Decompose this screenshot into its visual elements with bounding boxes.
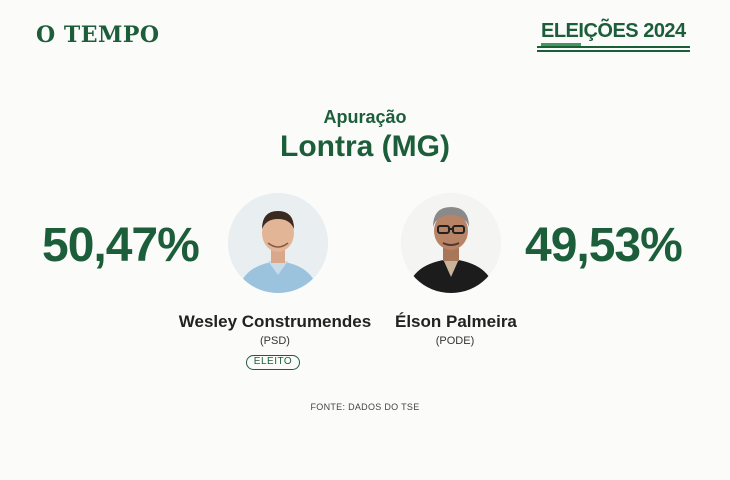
elections-2024-badge: ELEIÇÕES 2024: [537, 20, 690, 52]
badge-accent-line: [541, 43, 581, 46]
candidate-1-percentage: 50,47%: [42, 219, 200, 272]
candidate-1-name: Wesley Construmendes: [178, 312, 372, 331]
data-source: FONTE: DADOS DO TSE: [310, 402, 420, 412]
candidate-2-percentage: 49,53%: [525, 219, 683, 272]
page-title: Lontra (MG): [280, 130, 450, 163]
elected-badge: ELEITO: [246, 355, 300, 370]
badge-underline: [537, 46, 690, 48]
candidate-2-name: Élson Palmeira: [395, 312, 517, 331]
candidate-2-party: (PODE): [435, 335, 475, 347]
page-subtitle: Apuração: [323, 107, 407, 127]
badge-label: ELEIÇÕES 2024: [541, 20, 686, 42]
candidate-1-party: (PSD): [260, 335, 290, 347]
badge-underline-2: [537, 50, 690, 52]
candidate-2-avatar: [401, 193, 501, 293]
candidate-1-avatar: [228, 193, 328, 293]
o-tempo-logo: O TEMPO: [36, 22, 160, 48]
